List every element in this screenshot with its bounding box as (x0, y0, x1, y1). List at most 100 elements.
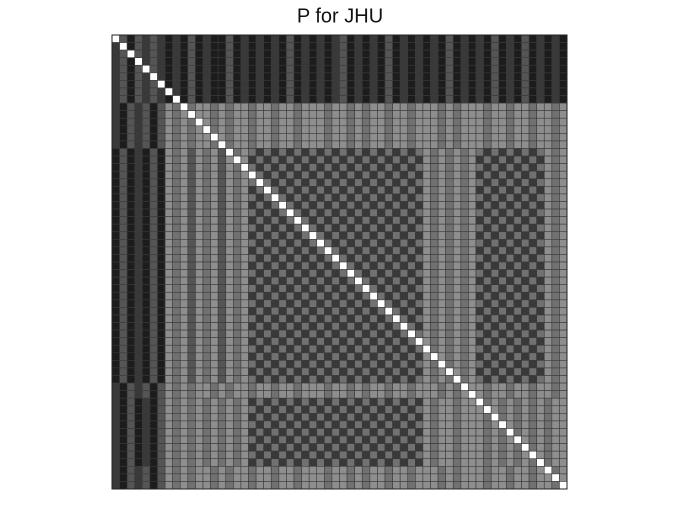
cell (331, 34, 340, 43)
cell (392, 208, 401, 217)
cell (346, 276, 355, 285)
cell (331, 465, 340, 475)
cell (392, 314, 401, 323)
cell (460, 163, 469, 172)
cell (164, 246, 173, 255)
cell (286, 72, 295, 81)
cell (324, 163, 333, 172)
cell (452, 465, 462, 475)
cell (452, 299, 462, 308)
cell (316, 450, 325, 460)
cell (202, 329, 211, 338)
cell (559, 375, 568, 384)
cell (187, 443, 196, 452)
cell (361, 473, 371, 482)
cell (293, 344, 302, 354)
cell (119, 246, 128, 255)
cell (179, 269, 189, 278)
cell (217, 291, 227, 301)
cell (490, 72, 500, 81)
cell (551, 435, 560, 444)
cell (551, 178, 560, 187)
cell (559, 178, 568, 187)
cell (490, 344, 500, 354)
cell (483, 231, 492, 240)
cell (369, 329, 378, 338)
cell (430, 193, 439, 202)
cell (430, 322, 439, 331)
cell (195, 223, 204, 233)
cell (202, 64, 211, 74)
cell (126, 80, 136, 89)
cell (468, 216, 477, 225)
cell (248, 390, 257, 399)
cell (483, 95, 492, 104)
cell (187, 269, 196, 278)
cell (551, 64, 560, 74)
cell (179, 450, 189, 460)
cell (293, 299, 302, 308)
cell (369, 239, 378, 248)
cell (293, 458, 302, 467)
cell (240, 223, 249, 233)
cell (551, 239, 560, 248)
cell (255, 382, 264, 391)
cell (142, 216, 151, 225)
cell (134, 223, 143, 233)
cell (210, 49, 219, 59)
cell (521, 375, 530, 384)
cell (270, 329, 280, 338)
cell (407, 276, 416, 285)
cell (346, 390, 355, 399)
cell (399, 110, 409, 119)
cell (407, 133, 416, 142)
cell (445, 428, 454, 437)
cell (468, 117, 477, 127)
cell (263, 148, 272, 157)
cell (369, 155, 378, 164)
cell (528, 276, 537, 285)
cell (270, 435, 280, 444)
cell (157, 420, 166, 429)
cell (407, 314, 416, 323)
cell (498, 87, 507, 96)
cell (422, 405, 431, 414)
cell (377, 87, 386, 96)
cell (475, 140, 484, 149)
cell (346, 231, 355, 240)
cell (361, 413, 371, 422)
cell (142, 170, 151, 180)
cell (377, 352, 386, 361)
cell (195, 405, 204, 414)
cell (498, 239, 507, 248)
cell (233, 208, 242, 217)
cell (407, 299, 416, 308)
cell (361, 125, 371, 134)
cell (270, 420, 280, 429)
cell (384, 231, 393, 240)
cell (164, 110, 173, 119)
cell (475, 367, 484, 376)
cell (233, 163, 242, 172)
cell (452, 201, 462, 210)
cell (164, 443, 173, 452)
cell (483, 49, 492, 59)
cell (498, 170, 507, 180)
cell (536, 72, 545, 81)
cell (263, 276, 272, 285)
cell (263, 246, 272, 255)
cell (142, 360, 151, 369)
cell (149, 344, 158, 354)
cell (164, 261, 173, 270)
cell (377, 95, 386, 104)
cell (399, 261, 409, 270)
cell (361, 34, 371, 43)
cell (475, 80, 484, 89)
cell (369, 117, 378, 127)
cell (369, 450, 378, 460)
cell (119, 170, 128, 180)
cell (354, 64, 363, 74)
cell (536, 413, 545, 422)
cell (513, 382, 522, 391)
cell (179, 390, 189, 399)
